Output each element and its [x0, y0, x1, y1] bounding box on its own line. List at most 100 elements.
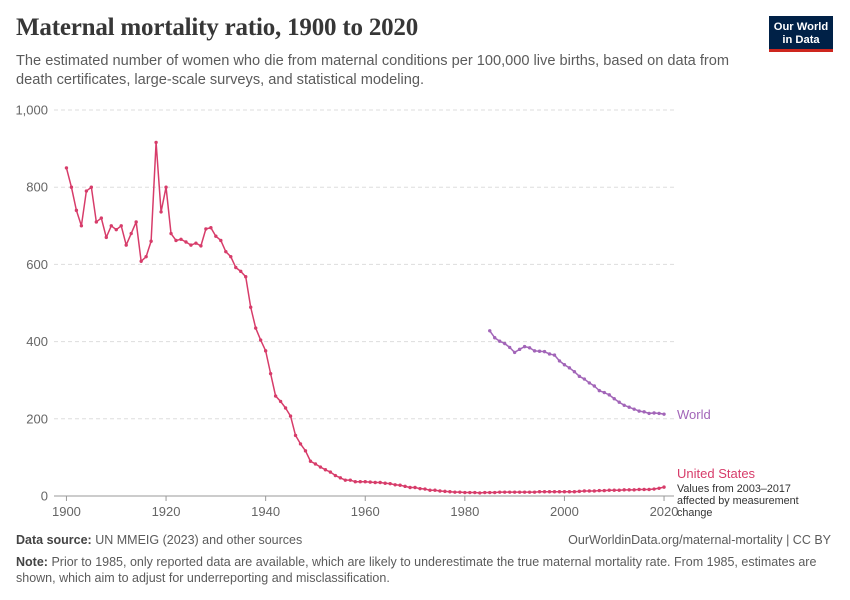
data-point-world	[498, 339, 502, 343]
data-point-world	[547, 352, 552, 356]
data-point-united-states	[423, 487, 427, 491]
data-point-united-states	[527, 490, 532, 494]
data-point-united-states	[239, 269, 243, 274]
data-point-world	[572, 370, 577, 374]
owid-logo[interactable]: Our World in Data	[769, 16, 833, 52]
data-point-united-states	[114, 227, 118, 232]
data-point-united-states	[572, 490, 577, 494]
data-point-united-states	[562, 490, 567, 494]
data-point-united-states	[219, 238, 223, 243]
data-point-united-states	[368, 480, 372, 484]
data-point-united-states	[418, 486, 422, 491]
data-point-united-states	[403, 484, 407, 489]
data-point-united-states	[637, 487, 641, 492]
data-point-united-states	[592, 489, 597, 493]
data-point-world	[587, 381, 592, 385]
y-tick-label: 400	[26, 334, 48, 349]
data-point-united-states	[512, 490, 517, 494]
data-point-united-states	[612, 488, 616, 492]
data-point-united-states	[263, 349, 268, 353]
y-tick-label: 1,000	[15, 103, 48, 118]
data-point-united-states	[288, 414, 293, 418]
data-point-united-states	[463, 490, 467, 495]
data-point-united-states	[328, 470, 333, 474]
data-point-world	[517, 347, 522, 352]
data-point-world	[557, 359, 562, 363]
data-point-united-states	[204, 227, 208, 231]
data-point-united-states	[149, 239, 153, 243]
data-point-united-states	[298, 442, 303, 446]
data-point-united-states	[129, 231, 133, 236]
grid-layer	[54, 109, 674, 420]
data-point-united-states	[169, 231, 173, 236]
x-tick-label: 1960	[351, 504, 380, 519]
data-point-united-states	[453, 490, 457, 494]
data-point-united-states	[617, 488, 621, 492]
data-source: Data source: UN MMEIG (2023) and other s…	[16, 533, 302, 547]
data-point-united-states	[547, 490, 552, 494]
data-point-united-states	[333, 473, 338, 478]
data-point-world	[522, 344, 527, 349]
data-point-world	[512, 350, 517, 355]
data-point-united-states	[468, 490, 472, 495]
data-point-united-states	[119, 224, 123, 228]
data-point-united-states	[229, 254, 233, 259]
data-point-united-states	[343, 478, 348, 482]
data-point-united-states	[363, 480, 367, 484]
y-tick-label: 800	[26, 180, 48, 195]
data-point-united-states	[154, 140, 158, 145]
data-point-united-states	[602, 488, 606, 493]
data-point-world	[637, 409, 641, 413]
data-point-united-states	[537, 490, 542, 494]
data-point-united-states	[283, 406, 288, 410]
data-point-united-states	[244, 275, 248, 279]
data-point-world	[627, 405, 631, 409]
data-point-united-states	[84, 189, 89, 193]
data-source-label: Data source:	[16, 533, 92, 547]
data-point-united-states	[473, 490, 477, 495]
data-point-united-states	[398, 483, 402, 487]
data-point-world	[502, 341, 507, 346]
data-point-united-states	[458, 490, 462, 494]
data-point-world	[542, 349, 547, 354]
data-point-united-states	[552, 490, 557, 494]
data-point-united-states	[179, 237, 183, 242]
data-point-united-states	[323, 468, 328, 472]
data-point-united-states	[378, 480, 382, 485]
data-point-united-states	[79, 224, 84, 228]
data-point-united-states	[408, 485, 412, 490]
x-tick-label: 1920	[152, 504, 181, 519]
data-point-united-states	[199, 244, 203, 248]
series-annotation-line: Values from 2003–2017	[677, 483, 791, 495]
data-point-world	[567, 366, 572, 370]
data-point-united-states	[258, 338, 263, 342]
data-point-united-states	[443, 489, 447, 494]
data-point-united-states	[64, 166, 69, 170]
data-point-world	[617, 400, 621, 404]
data-point-united-states	[253, 326, 258, 330]
series-label-world: World	[677, 407, 711, 422]
data-point-united-states	[388, 481, 392, 486]
x-tick-label: 1980	[450, 504, 479, 519]
data-point-united-states	[99, 216, 104, 220]
data-point-united-states	[428, 488, 432, 492]
data-point-united-states	[502, 490, 507, 494]
data-point-united-states	[189, 243, 193, 247]
y-tick-label: 200	[26, 411, 48, 426]
data-point-united-states	[194, 241, 198, 245]
data-point-united-states	[448, 490, 452, 494]
logo-line-1: Our World	[773, 21, 829, 33]
source-url-link[interactable]: OurWorldinData.org/maternal-mortality | …	[568, 533, 831, 547]
data-point-united-states	[174, 238, 178, 243]
data-point-united-states	[353, 480, 357, 484]
data-point-united-states	[522, 490, 527, 494]
data-point-world	[582, 377, 587, 381]
data-point-united-states	[273, 394, 278, 398]
label-layer: World United States Values from 2003–2017a…	[677, 407, 799, 519]
data-point-united-states	[493, 490, 497, 495]
data-point-united-states	[358, 480, 362, 484]
note-text: Prior to 1985, only reported data are av…	[16, 555, 817, 585]
data-source-text: UN MMEIG (2023) and other sources	[95, 533, 303, 547]
data-point-world	[652, 411, 656, 415]
data-point-united-states	[652, 487, 656, 491]
